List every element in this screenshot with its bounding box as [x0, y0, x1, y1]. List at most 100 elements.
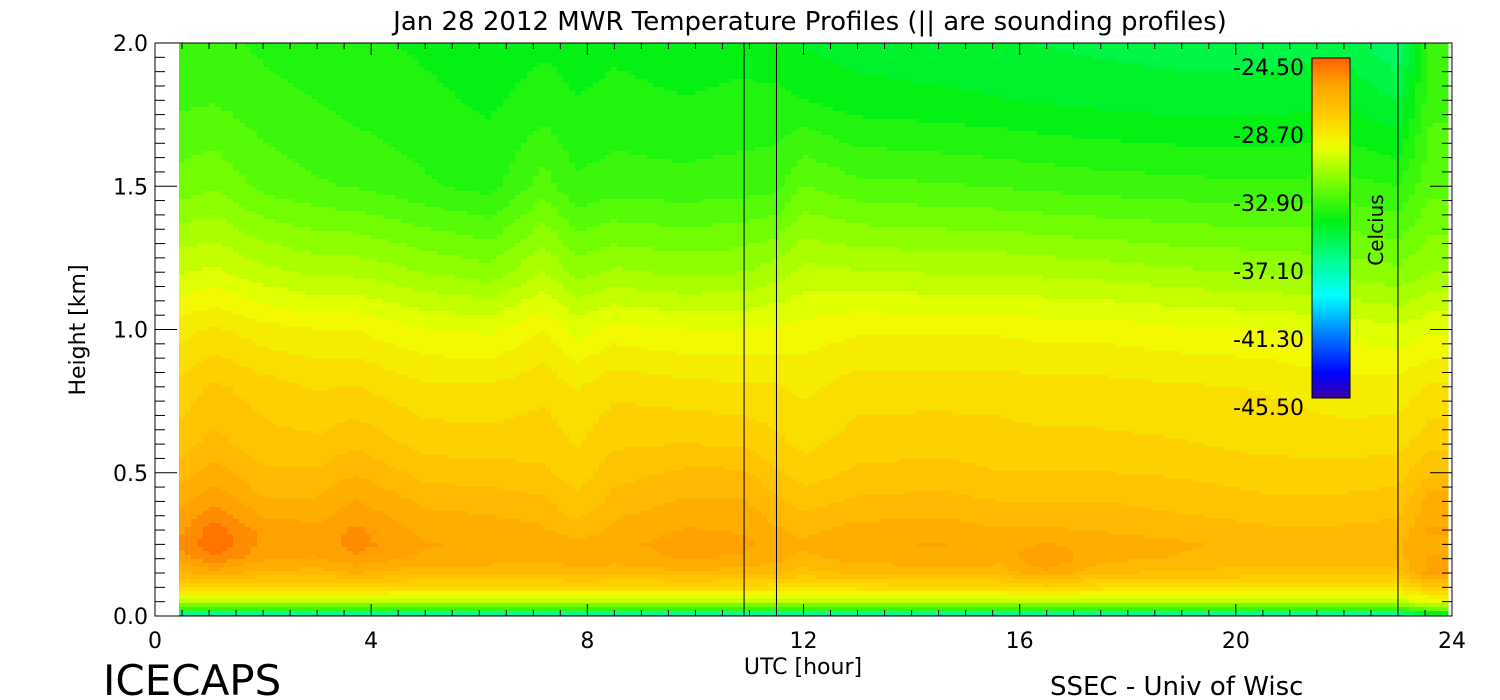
heatmap-cell — [197, 611, 204, 616]
heatmap-cell — [269, 187, 276, 192]
heatmap-cell — [347, 43, 354, 48]
heatmap-cell — [269, 235, 276, 240]
heatmap-cell — [311, 283, 318, 288]
heatmap-cell — [209, 363, 216, 368]
heatmap-cell — [287, 175, 294, 180]
heatmap-cell — [335, 283, 342, 288]
heatmap-cell — [221, 355, 228, 360]
heatmap-cell — [293, 483, 300, 488]
heatmap-cell — [215, 511, 222, 516]
heatmap-cell — [371, 491, 378, 496]
heatmap-cell — [347, 535, 354, 540]
heatmap-cell — [299, 211, 306, 216]
heatmap-cell — [221, 367, 228, 372]
heatmap-cell — [251, 315, 258, 320]
heatmap-cell — [233, 507, 240, 512]
heatmap-cell — [257, 219, 264, 224]
heatmap-cell — [305, 335, 312, 340]
heatmap-cell — [245, 331, 252, 336]
heatmap-cell — [329, 187, 336, 192]
heatmap-cell — [179, 175, 186, 180]
heatmap-cell — [197, 483, 204, 488]
heatmap-cell — [287, 491, 294, 496]
heatmap-cell — [215, 571, 222, 576]
heatmap-cell — [365, 79, 372, 84]
heatmap-cell — [341, 247, 348, 252]
heatmap-cell — [281, 59, 288, 64]
heatmap-cell — [257, 431, 264, 436]
heatmap-cell — [179, 135, 186, 140]
heatmap-cell — [179, 435, 186, 440]
heatmap-cell — [305, 531, 312, 536]
heatmap-cell — [311, 91, 318, 96]
heatmap-cell — [329, 63, 336, 68]
heatmap-cell — [239, 47, 246, 52]
heatmap-cell — [269, 243, 276, 248]
heatmap-cell — [311, 407, 318, 412]
heatmap-cell — [251, 451, 258, 456]
heatmap-cell — [257, 495, 264, 500]
heatmap-cell — [203, 55, 210, 60]
heatmap-cell — [341, 315, 348, 320]
heatmap-cell — [359, 403, 366, 408]
heatmap-cell — [209, 83, 216, 88]
heatmap-cell — [227, 47, 234, 52]
heatmap-cell — [281, 147, 288, 152]
heatmap-cell — [269, 511, 276, 516]
heatmap-cell — [359, 467, 366, 472]
heatmap-cell — [197, 239, 204, 244]
heatmap-cell — [203, 563, 210, 568]
heatmap-cell — [203, 595, 210, 600]
heatmap-cell — [185, 519, 192, 524]
heatmap-cell — [275, 287, 282, 292]
heatmap-cell — [359, 287, 366, 292]
heatmap-cell — [191, 231, 198, 236]
heatmap-cell — [185, 251, 192, 256]
heatmap-cell — [317, 443, 324, 448]
heatmap-cell — [269, 435, 276, 440]
heatmap-cell — [341, 127, 348, 132]
heatmap-cell — [287, 51, 294, 56]
heatmap-cell — [323, 535, 330, 540]
heatmap-cell — [215, 535, 222, 540]
heatmap-cell — [353, 467, 360, 472]
heatmap-cell — [371, 127, 378, 132]
heatmap-cell — [383, 439, 390, 444]
heatmap-cell — [221, 391, 228, 396]
heatmap-cell — [233, 383, 240, 388]
heatmap-cell — [275, 255, 282, 260]
heatmap-cell — [215, 559, 222, 564]
heatmap-cell — [311, 87, 318, 92]
heatmap-cell — [239, 267, 246, 272]
heatmap-cell — [371, 155, 378, 160]
heatmap-cell — [383, 131, 390, 136]
heatmap-cell — [287, 307, 294, 312]
heatmap-cell — [299, 291, 306, 296]
heatmap-cell — [179, 139, 186, 144]
heatmap-cell — [281, 499, 288, 504]
heatmap-cell — [185, 395, 192, 400]
heatmap-cell — [341, 523, 348, 528]
heatmap-cell — [257, 555, 264, 560]
heatmap-cell — [257, 579, 264, 584]
heatmap-cell — [311, 467, 318, 472]
heatmap-cell — [287, 63, 294, 68]
heatmap-cell — [227, 351, 234, 356]
heatmap-cell — [179, 451, 186, 456]
heatmap-cell — [185, 547, 192, 552]
heatmap-cell — [257, 95, 264, 100]
heatmap-cell — [281, 207, 288, 212]
heatmap-cell — [293, 131, 300, 136]
heatmap-cell — [311, 199, 318, 204]
heatmap-cell — [215, 263, 222, 268]
heatmap-cell — [233, 211, 240, 216]
heatmap-cell — [215, 167, 222, 172]
heatmap-cell — [227, 267, 234, 272]
heatmap-cell — [227, 547, 234, 552]
heatmap-cell — [269, 183, 276, 188]
heatmap-cell — [269, 411, 276, 416]
heatmap-cell — [311, 391, 318, 396]
heatmap-cell — [293, 227, 300, 232]
heatmap-cell — [209, 159, 216, 164]
heatmap-cell — [299, 467, 306, 472]
